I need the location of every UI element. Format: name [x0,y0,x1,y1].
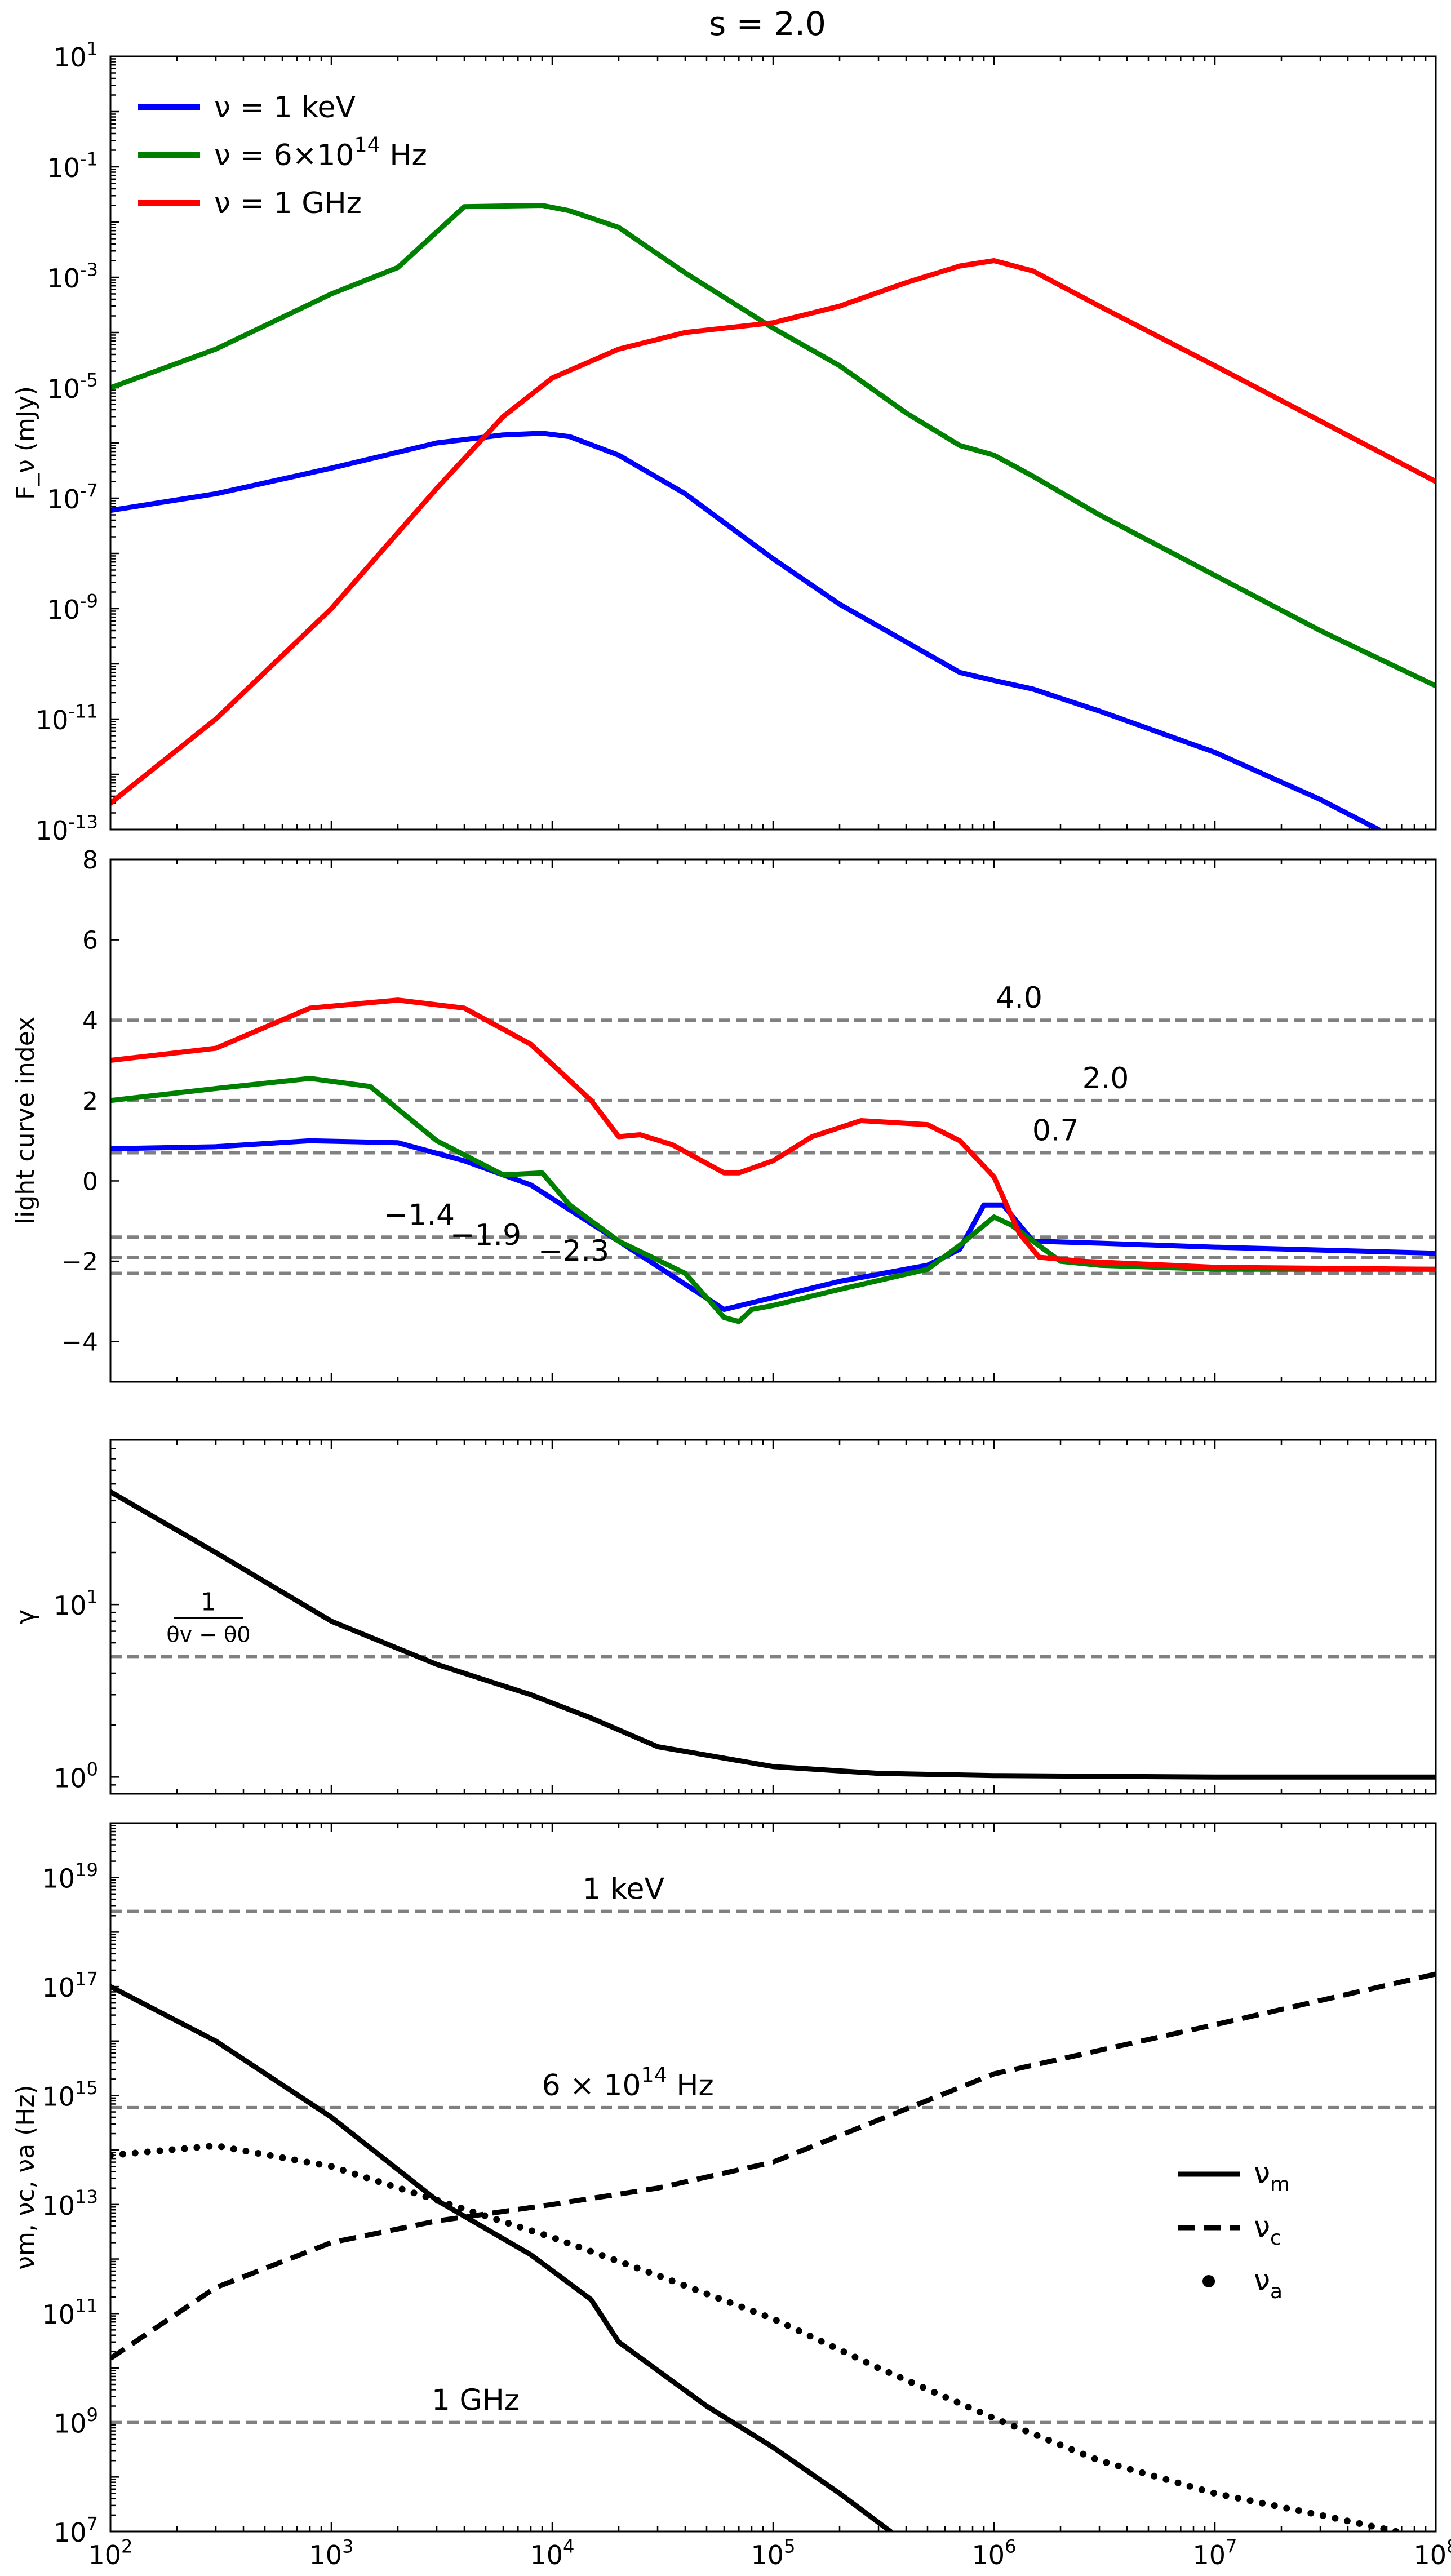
plot-frame [109,858,1437,1383]
y-tick-label: 6 [82,926,98,955]
series-line-6-10-14-hz [110,1076,1436,1324]
y-tick-label: −2 [61,1248,98,1276]
legend-label: νm [1254,2157,1290,2196]
legend-label: νa [1254,2264,1283,2303]
reference-label-numerator: 1 [201,1588,216,1616]
y-axis-label: γ [11,1610,40,1624]
y-axis-label: νm, νc, νa (Hz) [11,2085,40,2269]
y-tick-label: 100 [54,1759,98,1794]
legend-label: ν = 1 keV [214,91,356,125]
y-tick-label: 0 [82,1167,98,1196]
series-line--c [110,1971,1436,2361]
y-tick-label: −4 [61,1328,98,1357]
y-tick-label: 1013 [42,2186,98,2221]
reference-label: 0.7 [1032,1114,1079,1148]
y-axis-label: light curve index [11,1017,40,1225]
reference-label: −1.9 [450,1218,521,1252]
y-tick-label: 101 [54,1586,98,1621]
y-tick-label: 1015 [42,2077,98,2112]
series-line-- [110,1489,1436,1780]
figure-title: s = 2.0 [709,5,826,43]
y-tick-label: 109 [54,2404,98,2439]
y-tick-label: 10-11 [36,700,98,735]
series-line-1-ghz [110,258,1436,806]
x-tick-label: 103 [309,2535,353,2570]
reference-label: 6 × 1014 Hz [542,2063,714,2103]
legend-label: νc [1254,2210,1281,2250]
y-tick-label: 2 [82,1087,98,1116]
plot-frame [109,1439,1437,1795]
y-tick-label: 10-9 [47,590,98,625]
series-line--m [110,1984,893,2531]
plot-frame [109,55,1437,831]
y-tick-label: 4 [82,1007,98,1035]
series-line--a [110,2142,1413,2531]
reference-label-denominator: θv − θ0 [166,1622,250,1647]
x-tick-label: 102 [88,2535,132,2570]
y-tick-label: 1011 [42,2295,98,2330]
reference-label: −1.4 [384,1198,455,1232]
x-tick-label: 106 [971,2535,1016,2570]
reference-label: 1 keV [583,1873,665,1906]
y-axis-label: F_ν (mJy) [11,386,40,500]
y-tick-label: 10-3 [47,259,98,294]
series-line-1-kev [110,431,1381,830]
x-tick-label: 107 [1192,2535,1237,2570]
reference-label: 2.0 [1082,1062,1129,1096]
y-tick-label: 10-5 [47,369,98,404]
reference-label: −2.3 [538,1234,609,1268]
reference-label: 4.0 [996,981,1042,1015]
legend-label: ν = 1 GHz [214,187,362,220]
y-tick-label: 1019 [42,1859,98,1894]
y-tick-label: 10-13 [36,811,98,846]
reference-label: 1 GHz [432,2384,520,2418]
y-tick-label: 101 [54,38,98,73]
plot-frame [109,1822,1437,2533]
panel-gamma: 100 101 γ 1 θv − θ0 [11,1439,1437,1795]
panel-frequencies: 107 109 1011 1013 1015 1017 1019 νm, νc, νa (Hz… [11,1822,1451,2570]
series-line-1-kev [110,1138,1436,1313]
y-tick-label: 107 [54,2513,98,2548]
y-tick-label: 8 [82,846,98,875]
y-tick-label: 10-7 [47,480,98,515]
series-line-1-ghz [110,997,1436,1272]
series-line-6-10-14-hz [110,203,1436,689]
y-tick-label: 1017 [42,1968,98,2003]
panel-flux: 101 10-1 10-3 10-5 10-7 10-9 10-11 10-13 F_ν (mJ… [11,38,1437,846]
x-tick-label: 104 [530,2535,574,2570]
x-tick-label: 105 [751,2535,795,2570]
x-tick-label: 108 [1413,2535,1451,2570]
legend-label: ν = 6×1014 Hz [214,133,427,172]
y-tick-label: 10-1 [47,148,98,183]
